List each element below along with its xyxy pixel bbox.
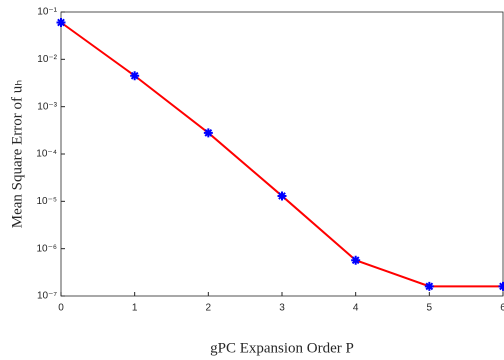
marker <box>203 128 213 138</box>
y-tick-label: 10⁻² <box>37 54 57 65</box>
y-tick-label: 10⁻⁵ <box>36 196 57 207</box>
x-axis-label: gPC Expansion Order P <box>210 340 354 356</box>
x-tick-label: 5 <box>427 303 433 314</box>
marker <box>277 191 287 201</box>
marker <box>498 281 504 291</box>
marker <box>56 18 66 28</box>
x-tick-label: 0 <box>58 303 64 314</box>
marker <box>424 281 434 291</box>
y-tick-label: 10⁻³ <box>37 101 57 112</box>
plot-area <box>60 11 504 297</box>
y-axis-label: Mean Square Error of uₕ <box>9 80 25 229</box>
x-tick-label: 1 <box>132 303 138 314</box>
x-tick-label: 3 <box>279 303 285 314</box>
x-tick-label: 4 <box>353 303 359 314</box>
y-tick-label: 10⁻¹ <box>37 7 57 18</box>
y-tick-label: 10⁻⁶ <box>36 243 57 254</box>
y-tick-label: 10⁻⁴ <box>36 149 57 160</box>
marker <box>351 255 361 265</box>
y-tick-label: 10⁻⁷ <box>37 291 57 302</box>
x-tick-label: 2 <box>206 303 212 314</box>
marker <box>130 71 140 81</box>
x-tick-label: 6 <box>500 303 504 314</box>
